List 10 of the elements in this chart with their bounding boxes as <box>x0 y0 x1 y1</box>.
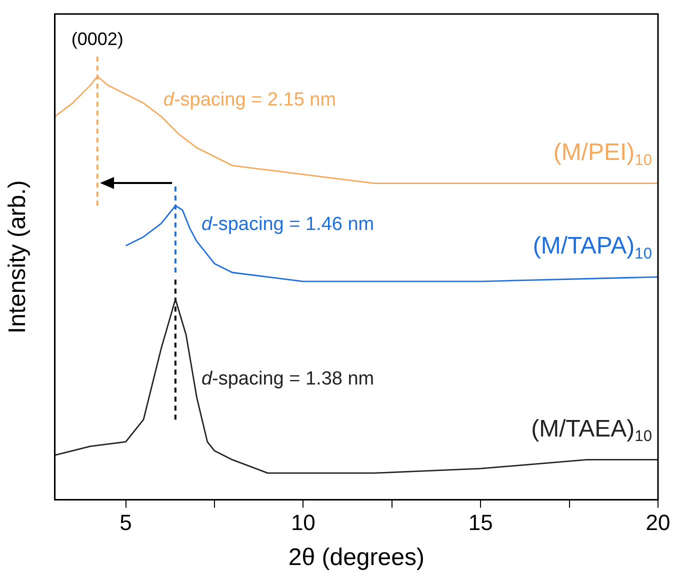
x-tick-label: 20 <box>646 510 670 536</box>
annotation: d-spacing = 1.38 nm <box>201 368 374 390</box>
x-tick-label: 15 <box>468 510 493 536</box>
y-axis-title: Intensity (arb.) <box>4 180 32 334</box>
text: (0002) <box>71 29 124 50</box>
annotation: d-spacing = 1.46 nm <box>201 214 374 235</box>
x-tick-label: 5 <box>120 510 132 536</box>
annotation: d-spacing = 2.15 nm <box>163 90 336 111</box>
x-tick-label: 10 <box>290 510 316 536</box>
x-axis-title: 2θ (degrees) <box>288 544 424 572</box>
